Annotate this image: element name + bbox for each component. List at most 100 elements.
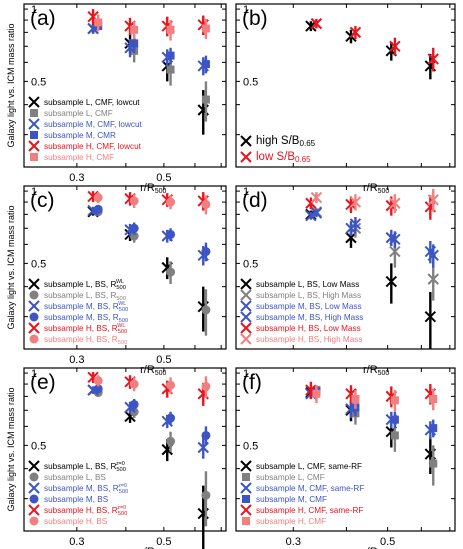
legend: subsample L, CMF, same-RF subsample L, CM… bbox=[240, 460, 364, 526]
x-axis-label-sub: 500 bbox=[378, 188, 390, 195]
legend-entry-sup: WL bbox=[118, 301, 126, 307]
data-point-circle bbox=[129, 196, 139, 206]
series-4 bbox=[87, 190, 209, 211]
data-point-circle bbox=[166, 380, 176, 390]
legend-marker-square bbox=[242, 495, 250, 503]
legend-entry-sup: z=0 bbox=[117, 505, 126, 511]
x-tick-label: 0.5 bbox=[156, 354, 171, 366]
legend: subsample L, BS, Low Mass subsample L, BS… bbox=[240, 278, 363, 345]
legend-entry: subsample H, BS, High Mass bbox=[256, 335, 362, 344]
legend-marker-stroke-b bbox=[240, 333, 252, 345]
data-point-circle bbox=[166, 436, 176, 446]
data-point-square bbox=[390, 431, 399, 440]
legend-entry-sub: 500 bbox=[116, 285, 126, 291]
legend-marker-stroke-b bbox=[240, 311, 252, 323]
data-point-stroke-b bbox=[389, 197, 401, 209]
data-point-square bbox=[429, 424, 438, 433]
legend-entry: subsample M, BS, Low Mass bbox=[256, 302, 362, 311]
panel-label: (c) bbox=[30, 189, 55, 212]
legend-marker-circle bbox=[29, 494, 39, 504]
y-tick-label: 0.5 bbox=[243, 440, 258, 452]
y-tick-label: 1 bbox=[31, 4, 37, 16]
legend-entry: subsample M, BS, R500z=0 bbox=[44, 483, 128, 495]
legend-entry-sub: 500 bbox=[116, 296, 126, 302]
legend-entry-sup: z=0 bbox=[116, 461, 125, 467]
legend-marker-circle bbox=[29, 516, 39, 526]
legend-entry: subsample H, BS, Low Mass bbox=[256, 324, 361, 333]
legend-entry: subsample L, CMF, same-RF bbox=[256, 462, 362, 471]
x-axis-label-sub: 500 bbox=[155, 370, 167, 377]
data-point-stroke-b bbox=[427, 249, 439, 262]
legend-entry: high S/B0.65 bbox=[256, 135, 316, 148]
plot-frame bbox=[235, 3, 456, 168]
series-3 bbox=[312, 386, 438, 438]
data-point-stroke-b bbox=[305, 384, 317, 396]
legend-marker-stroke-b bbox=[240, 278, 252, 290]
legend-entry: subsample M, CMF bbox=[256, 495, 327, 504]
legend-marker-stroke-b bbox=[240, 300, 252, 312]
data-point-square bbox=[390, 415, 399, 424]
legend-marker-stroke-b bbox=[240, 322, 252, 334]
legend-marker-stroke-b bbox=[28, 96, 40, 108]
series-2 bbox=[87, 384, 209, 459]
series-1 bbox=[310, 17, 439, 72]
legend-marker-stroke-b bbox=[240, 482, 252, 494]
data-point-circle bbox=[201, 305, 211, 315]
panel-label: (f) bbox=[242, 371, 262, 394]
series-5 bbox=[312, 385, 438, 412]
x-tick-label: 0.5 bbox=[156, 172, 171, 184]
x-axis-label: r/R500 bbox=[363, 364, 389, 377]
data-point-circle bbox=[93, 193, 103, 203]
legend-marker-square bbox=[30, 109, 38, 117]
legend-entry-sub: 500 bbox=[116, 467, 126, 473]
series-4 bbox=[305, 381, 437, 408]
legend-entry-sub: 500 bbox=[118, 511, 128, 517]
legend-entry: subsample L, BS, R500WL bbox=[44, 279, 126, 291]
series-0 bbox=[305, 20, 437, 80]
panel-label: (e) bbox=[30, 371, 56, 394]
data-point-circle bbox=[201, 247, 211, 257]
legend-marker-stroke-b bbox=[240, 135, 252, 147]
y-axis-label: Galaxy light vs. ICM mass ratio bbox=[6, 387, 16, 511]
data-point-stroke-b bbox=[310, 17, 323, 30]
legend-marker-stroke-b bbox=[28, 482, 40, 494]
x-tick-label: 0.5 bbox=[380, 536, 395, 548]
legend-entry-sub: 0.65 bbox=[295, 155, 311, 164]
y-tick-label: 0.5 bbox=[243, 76, 258, 88]
plot-frame bbox=[235, 185, 456, 350]
legend-marker-square bbox=[30, 131, 38, 139]
series-3 bbox=[94, 21, 210, 74]
legend-entry: subsample M, BS, High Mass bbox=[256, 313, 363, 322]
series-4 bbox=[305, 195, 437, 220]
legend-entry-sub: 500 bbox=[118, 340, 128, 346]
data-point-circle bbox=[201, 430, 211, 440]
series-5 bbox=[93, 375, 211, 398]
data-point-stroke-b bbox=[349, 26, 362, 39]
x-tick-label: 0.3 bbox=[286, 536, 301, 548]
x-axis-label: r/R500 bbox=[363, 546, 389, 549]
data-point-circle bbox=[166, 229, 176, 239]
data-point-square bbox=[312, 389, 321, 398]
data-point-circle bbox=[166, 413, 176, 423]
data-point-square bbox=[166, 51, 175, 60]
legend-entry: subsample L, BS, R500 bbox=[44, 291, 126, 302]
legend-entry: subsample H, BS, R500z=0 bbox=[44, 505, 127, 517]
legend-marker-square bbox=[242, 517, 250, 525]
series-2 bbox=[305, 388, 437, 440]
legend-marker-stroke-b bbox=[28, 118, 40, 130]
series-5 bbox=[94, 14, 210, 41]
series-5 bbox=[310, 189, 439, 214]
data-point-stroke-b bbox=[385, 275, 398, 288]
data-point-square bbox=[390, 396, 399, 405]
legend-entry-sub: 500 bbox=[119, 489, 129, 495]
y-axis-label: Galaxy light vs. ICM mass ratio bbox=[6, 205, 16, 329]
legend-entry-sup: z=0 bbox=[118, 483, 127, 489]
x-tick-label: 0.5 bbox=[156, 536, 171, 548]
legend-marker-stroke-b bbox=[240, 289, 252, 301]
data-point-circle bbox=[93, 204, 103, 214]
data-point-stroke-b bbox=[310, 207, 323, 219]
